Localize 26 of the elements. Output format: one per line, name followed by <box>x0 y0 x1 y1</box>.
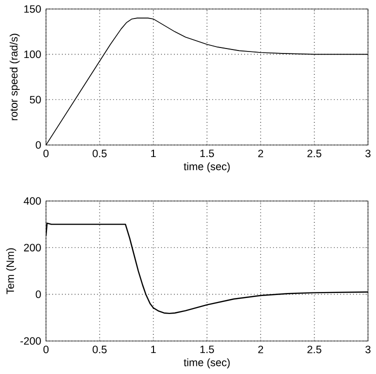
x-tick-label: 3 <box>365 150 370 158</box>
y-tick-label: -200 <box>20 337 41 345</box>
y-axis-title: rotor speed (rad/s) <box>10 34 20 120</box>
x-tick-label: 2 <box>258 346 264 354</box>
x-tick-label: 0.5 <box>92 150 107 158</box>
x-tick-label: 3 <box>365 346 370 354</box>
y-tick-label: 0 <box>36 141 41 149</box>
x-tick-label: 0.5 <box>92 346 107 354</box>
y-tick-label: 100 <box>24 50 41 58</box>
y-tick-label: 150 <box>24 5 41 13</box>
x-tick-label: 0 <box>43 346 49 354</box>
x-axis-title: time (sec) <box>184 358 230 368</box>
y-tick-label: 200 <box>24 244 41 252</box>
x-tick-label: 1.5 <box>200 150 214 158</box>
x-tick-label: 1.5 <box>200 346 214 354</box>
y-axis-title: Tem (Nm) <box>6 248 16 294</box>
x-tick-label: 0 <box>43 150 49 158</box>
x-tick-label: 1 <box>151 150 156 158</box>
x-axis-title: time (sec) <box>184 162 230 172</box>
x-tick-label: 2.5 <box>307 150 322 158</box>
x-tick-label: 2.5 <box>307 346 322 354</box>
y-tick-label: 400 <box>24 197 41 205</box>
x-tick-label: 1 <box>151 346 156 354</box>
y-tick-label: 50 <box>30 96 41 104</box>
y-tick-label: 0 <box>36 290 41 298</box>
x-tick-label: 2 <box>258 150 264 158</box>
